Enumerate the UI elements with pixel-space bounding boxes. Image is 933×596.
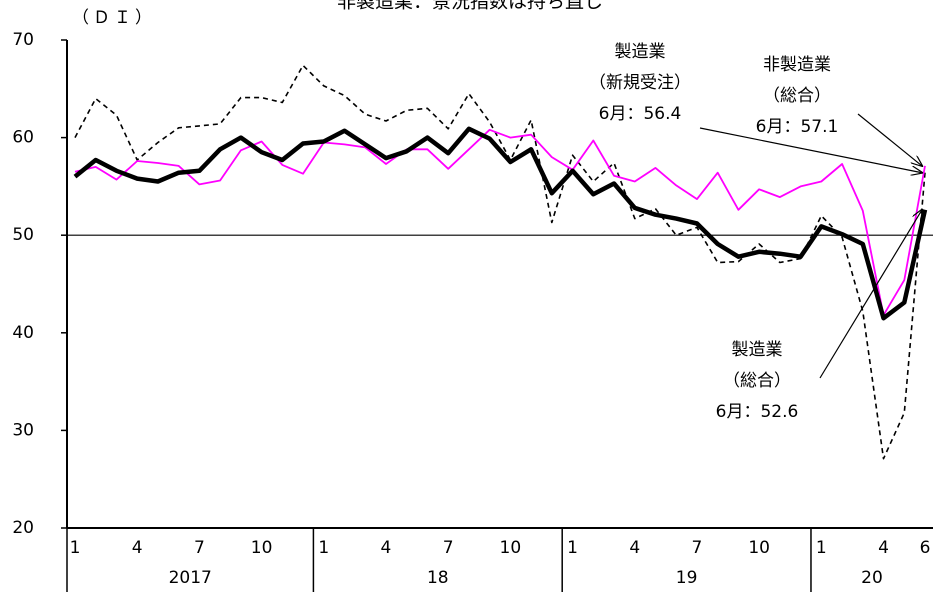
y-tick-label: 70 (12, 30, 34, 50)
annotation: 6月：56.4 (599, 104, 682, 124)
x-tick-label: 7 (194, 538, 205, 558)
y-tick-label: 50 (12, 225, 34, 245)
series-line (74, 128, 926, 317)
year-label: 20 (861, 568, 883, 588)
annotation-arrow (699, 127, 922, 173)
x-tick-label: 4 (878, 538, 889, 558)
x-tick-label: 4 (381, 538, 392, 558)
annotation: （総合） (723, 371, 791, 391)
annotation-arrow (819, 210, 922, 379)
x-tick-label: 7 (692, 538, 703, 558)
y-tick-label: 30 (12, 420, 34, 440)
year-label: 2017 (169, 568, 212, 588)
annotation: 6月：52.6 (716, 402, 799, 422)
annotation: （新規受注） (589, 73, 691, 93)
series-line (74, 64, 926, 460)
chart-title: 非製造業：景況指数は持ち直し (337, 0, 603, 13)
x-tick-label: 1 (70, 538, 81, 558)
x-tick-label: 10 (251, 538, 273, 558)
annotation: 6月：57.1 (756, 117, 839, 137)
y-tick-label: 60 (12, 128, 34, 148)
x-tick-label: 10 (500, 538, 522, 558)
y-tick-label: 40 (12, 323, 34, 343)
annotation: 製造業 (732, 340, 783, 360)
x-tick-label: 6 (920, 538, 931, 558)
year-label: 19 (676, 568, 698, 588)
year-label: 18 (427, 568, 449, 588)
x-tick-label: 4 (629, 538, 640, 558)
x-tick-label: 1 (567, 538, 578, 558)
x-tick-label: 10 (748, 538, 770, 558)
y-axis-label: （ＤＩ） (72, 8, 156, 28)
series-line (73, 126, 928, 321)
annotation: 非製造業 (763, 55, 831, 75)
x-tick-label: 7 (443, 538, 454, 558)
x-tick-label: 4 (132, 538, 143, 558)
x-tick-label: 1 (816, 538, 827, 558)
x-tick-label: 1 (318, 538, 329, 558)
y-tick-label: 20 (12, 518, 34, 538)
annotation-arrow (857, 113, 922, 166)
annotation: 製造業 (615, 42, 666, 62)
annotation: （総合） (763, 86, 831, 106)
